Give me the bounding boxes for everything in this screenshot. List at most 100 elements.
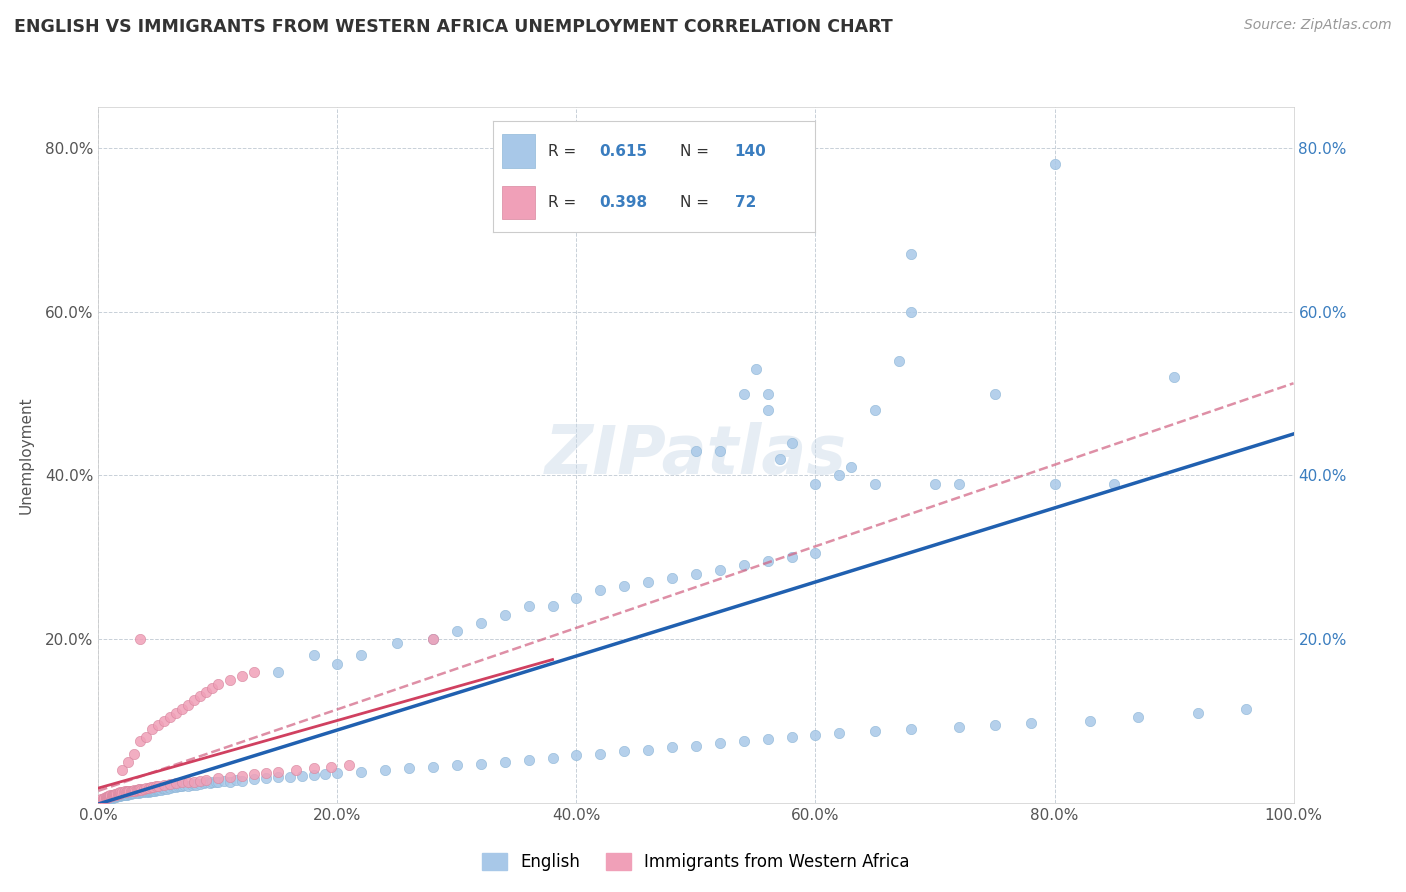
Point — [90, 791, 112, 805]
Point — [201, 775, 224, 789]
Point — [108, 789, 131, 803]
Point — [100, 790, 122, 805]
Point — [422, 760, 444, 774]
Point — [661, 740, 683, 755]
Point — [177, 698, 200, 712]
Point — [709, 736, 731, 750]
Point — [183, 693, 205, 707]
Point — [145, 781, 167, 796]
Point — [326, 766, 349, 780]
Point — [984, 386, 1007, 401]
Point — [114, 788, 136, 802]
Y-axis label: Unemployment: Unemployment — [18, 396, 34, 514]
Point — [142, 783, 165, 797]
Point — [98, 790, 122, 805]
Point — [98, 791, 121, 805]
Point — [1043, 476, 1066, 491]
Point — [104, 790, 127, 805]
Point — [112, 785, 135, 799]
Point — [145, 780, 167, 794]
Point — [804, 476, 827, 491]
Point — [446, 624, 468, 638]
Point — [107, 789, 129, 803]
Point — [97, 790, 120, 805]
Point — [125, 786, 148, 800]
Point — [339, 758, 360, 772]
Point — [589, 747, 612, 761]
Point — [948, 720, 970, 734]
Point — [709, 562, 731, 576]
Point — [125, 782, 148, 797]
Point — [105, 790, 128, 805]
Point — [122, 786, 145, 800]
Point — [101, 789, 124, 803]
Point — [101, 788, 124, 802]
Point — [111, 788, 134, 802]
Point — [188, 773, 211, 788]
Point — [828, 468, 851, 483]
Point — [107, 789, 129, 803]
Point — [93, 790, 115, 805]
Point — [153, 780, 176, 795]
Point — [135, 785, 157, 799]
Point — [172, 780, 194, 794]
Point — [198, 776, 221, 790]
Point — [733, 734, 755, 748]
Point — [267, 665, 290, 679]
Point — [326, 657, 349, 671]
Point — [422, 632, 444, 646]
Point — [120, 787, 142, 801]
Point — [115, 788, 138, 802]
Point — [756, 386, 779, 401]
Point — [900, 304, 922, 318]
Point — [129, 632, 152, 646]
Point — [756, 554, 779, 568]
Point — [194, 772, 218, 787]
Point — [132, 781, 155, 796]
Point — [637, 574, 659, 589]
Point — [685, 739, 707, 753]
Point — [124, 782, 146, 797]
Point — [104, 788, 127, 802]
Text: Source: ZipAtlas.com: Source: ZipAtlas.com — [1244, 18, 1392, 32]
Point — [94, 790, 117, 805]
Point — [948, 476, 970, 491]
Point — [100, 789, 122, 803]
Point — [207, 677, 229, 691]
Point — [98, 789, 121, 804]
Point — [780, 731, 803, 745]
Point — [780, 550, 803, 565]
Point — [118, 786, 141, 800]
Point — [565, 591, 588, 606]
Point — [139, 784, 162, 798]
Point — [124, 785, 146, 799]
Point — [131, 785, 153, 799]
Point — [141, 722, 163, 736]
Point — [398, 761, 420, 775]
Point — [685, 443, 707, 458]
Point — [96, 791, 118, 805]
Point — [219, 673, 242, 687]
Point — [302, 648, 325, 663]
Point — [863, 476, 887, 491]
Point — [115, 787, 138, 801]
Point — [121, 784, 143, 798]
Point — [110, 786, 132, 800]
Point — [733, 386, 755, 401]
Point — [541, 751, 564, 765]
Point — [135, 780, 157, 795]
Point — [112, 788, 135, 802]
Point — [173, 778, 195, 792]
Point — [115, 785, 138, 799]
Point — [193, 776, 215, 790]
Point — [124, 783, 146, 797]
Point — [118, 783, 141, 797]
Point — [470, 756, 492, 771]
Point — [321, 760, 343, 774]
Point — [517, 753, 540, 767]
Point — [302, 761, 325, 775]
Point — [93, 791, 115, 805]
Point — [231, 669, 253, 683]
Point — [103, 789, 125, 804]
Point — [243, 767, 266, 781]
